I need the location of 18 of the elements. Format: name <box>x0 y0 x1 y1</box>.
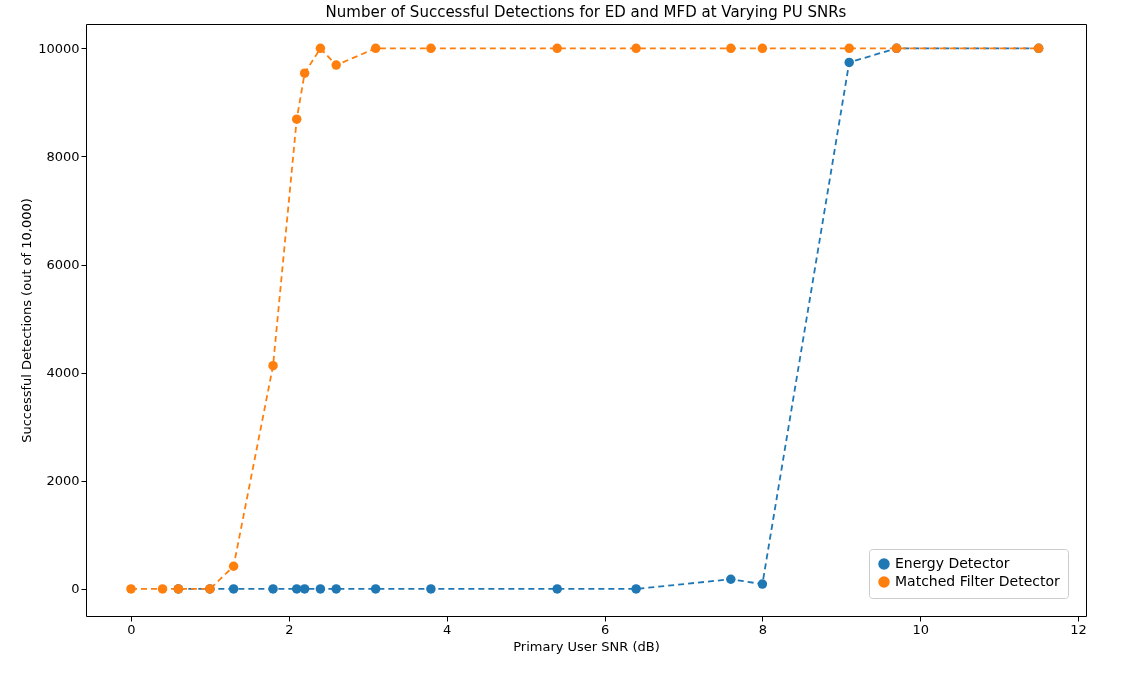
legend-label: Energy Detector <box>895 555 1010 571</box>
y-tick-label: 8000 <box>46 148 80 164</box>
x-tick-label: 10 <box>912 621 930 637</box>
x-tick-label: 4 <box>443 621 452 637</box>
legend-label: Matched Filter Detector <box>895 573 1061 589</box>
x-tick-label: 8 <box>758 621 768 637</box>
x-tick-label: 0 <box>127 621 136 637</box>
y-tick-label: 10000 <box>38 40 80 56</box>
y-tick-label: 6000 <box>46 257 80 273</box>
y-tick-label: 4000 <box>46 365 80 381</box>
y-axis-title: Successful Detections (out of 10,000) <box>19 198 35 443</box>
x-tick-label: 6 <box>600 621 610 637</box>
x-tick-label: 2 <box>285 621 294 637</box>
chart-title: Number of Successful Detections for ED and MFD at Varying PU SNRs <box>325 3 847 21</box>
y-tick-label: 2000 <box>46 473 80 489</box>
x-axis-title: Primary User SNR (dB) <box>513 638 660 654</box>
y-tick-label: 0 <box>71 581 80 597</box>
x-tick-label: 12 <box>1070 621 1087 637</box>
